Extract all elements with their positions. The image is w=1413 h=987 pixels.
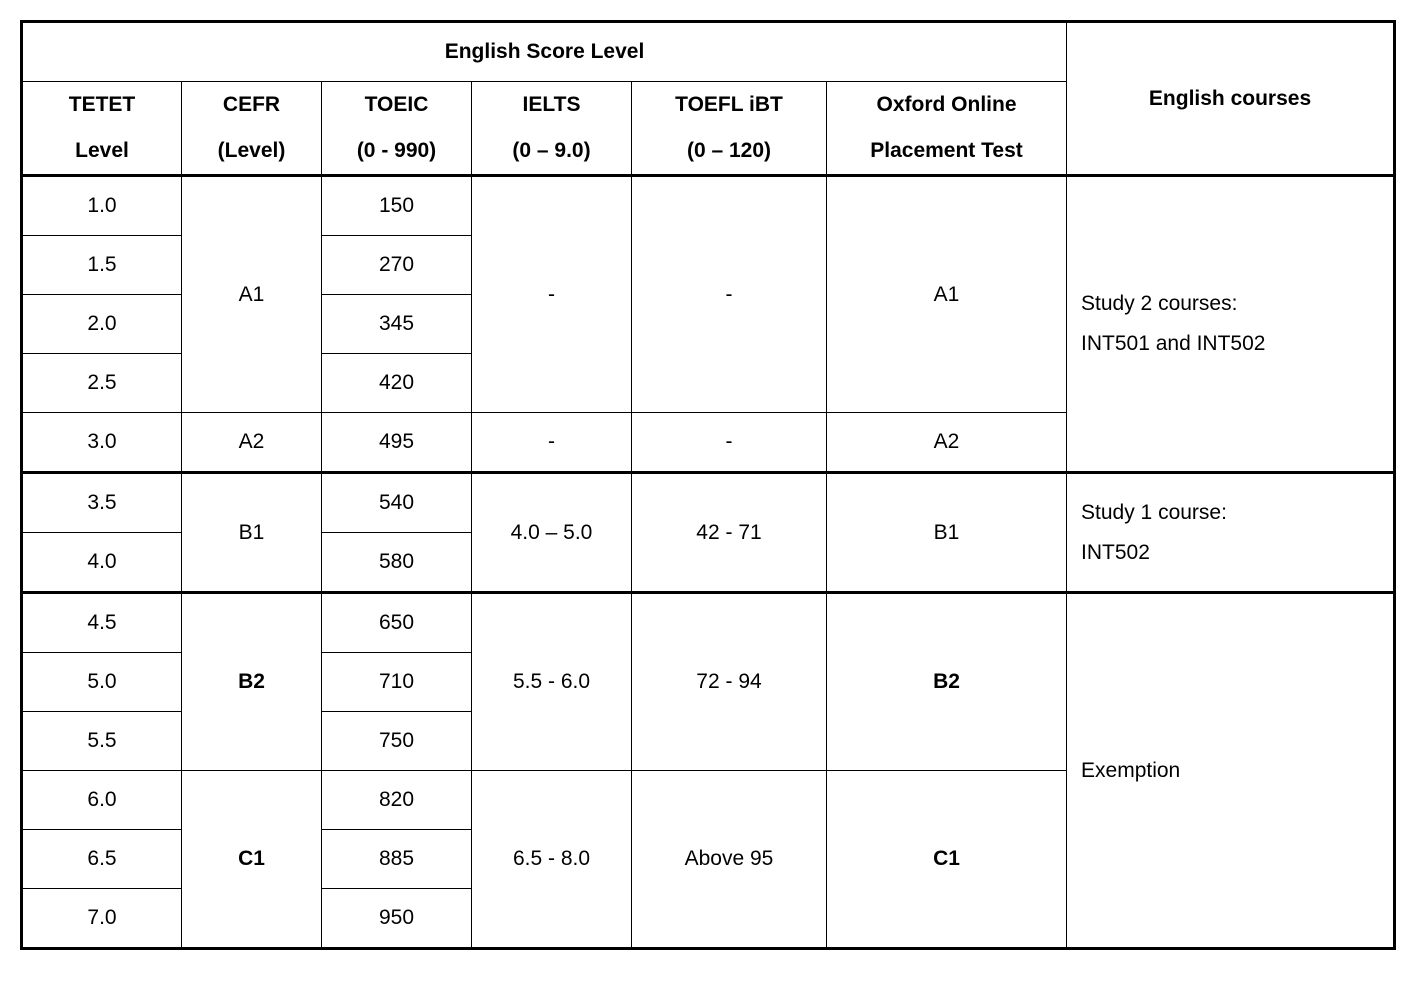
col-oxford: Oxford OnlinePlacement Test	[827, 82, 1067, 176]
col-tetet: TETETLevel	[22, 82, 182, 176]
toeic-cell: 650	[322, 593, 472, 653]
ielts-cell: -	[472, 176, 632, 413]
cefr-cell: C1	[182, 771, 322, 949]
tetet-cell: 5.0	[22, 653, 182, 712]
oxford-cell: B2	[827, 593, 1067, 771]
tetet-cell: 1.0	[22, 176, 182, 236]
oxford-cell: A1	[827, 176, 1067, 413]
tetet-cell: 4.0	[22, 533, 182, 593]
toeic-cell: 820	[322, 771, 472, 830]
cefr-cell: B1	[182, 473, 322, 593]
toeic-cell: 540	[322, 473, 472, 533]
ielts-cell: 4.0 – 5.0	[472, 473, 632, 593]
cefr-cell: B2	[182, 593, 322, 771]
toeic-cell: 345	[322, 295, 472, 354]
ielts-cell: 6.5 - 8.0	[472, 771, 632, 949]
tetet-cell: 2.5	[22, 354, 182, 413]
toeic-cell: 495	[322, 413, 472, 473]
toeic-cell: 885	[322, 830, 472, 889]
ielts-cell: 5.5 - 6.0	[472, 593, 632, 771]
score-level-table: English Score Level English courses TETE…	[20, 20, 1396, 950]
tetet-cell: 6.5	[22, 830, 182, 889]
oxford-cell: B1	[827, 473, 1067, 593]
tetet-cell: 7.0	[22, 889, 182, 949]
tetet-cell: 5.5	[22, 712, 182, 771]
cefr-cell: A2	[182, 413, 322, 473]
toeic-cell: 150	[322, 176, 472, 236]
tetet-cell: 3.5	[22, 473, 182, 533]
toefl-cell: -	[632, 413, 827, 473]
col-cefr: CEFR(Level)	[182, 82, 322, 176]
col-toefl: TOEFL iBT(0 – 120)	[632, 82, 827, 176]
oxford-cell: A2	[827, 413, 1067, 473]
toefl-cell: Above 95	[632, 771, 827, 949]
toeic-cell: 420	[322, 354, 472, 413]
courses-cell: Study 1 course:INT502	[1067, 473, 1395, 593]
tetet-cell: 1.5	[22, 236, 182, 295]
toeic-cell: 710	[322, 653, 472, 712]
courses-cell: Study 2 courses:INT501 and INT502	[1067, 176, 1395, 473]
toefl-cell: 72 - 94	[632, 593, 827, 771]
tetet-cell: 4.5	[22, 593, 182, 653]
cefr-cell: A1	[182, 176, 322, 413]
oxford-cell: C1	[827, 771, 1067, 949]
col-toeic: TOEIC(0 - 990)	[322, 82, 472, 176]
toeic-cell: 750	[322, 712, 472, 771]
col-courses: English courses	[1067, 22, 1395, 176]
ielts-cell: -	[472, 413, 632, 473]
toefl-cell: 42 - 71	[632, 473, 827, 593]
toeic-cell: 580	[322, 533, 472, 593]
tetet-cell: 6.0	[22, 771, 182, 830]
toefl-cell: -	[632, 176, 827, 413]
col-ielts: IELTS(0 – 9.0)	[472, 82, 632, 176]
toeic-cell: 270	[322, 236, 472, 295]
tetet-cell: 3.0	[22, 413, 182, 473]
toeic-cell: 950	[322, 889, 472, 949]
courses-cell: Exemption	[1067, 593, 1395, 949]
tetet-cell: 2.0	[22, 295, 182, 354]
table-title: English Score Level	[22, 22, 1067, 82]
